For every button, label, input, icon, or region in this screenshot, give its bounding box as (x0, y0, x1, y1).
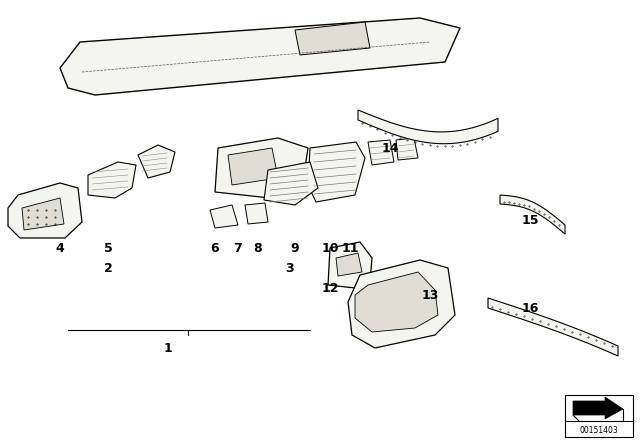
Text: 11: 11 (341, 241, 359, 254)
Polygon shape (336, 253, 362, 276)
Polygon shape (22, 198, 64, 230)
Polygon shape (88, 162, 136, 198)
Polygon shape (573, 397, 623, 419)
Polygon shape (328, 242, 372, 288)
Text: 3: 3 (285, 262, 294, 275)
Polygon shape (500, 195, 565, 234)
Polygon shape (358, 110, 498, 144)
Polygon shape (8, 183, 82, 238)
Polygon shape (396, 138, 418, 160)
Text: 2: 2 (104, 262, 113, 275)
Polygon shape (215, 138, 308, 198)
Text: 5: 5 (104, 241, 113, 254)
Polygon shape (308, 142, 365, 202)
Polygon shape (228, 148, 278, 185)
Text: 4: 4 (56, 241, 65, 254)
Polygon shape (60, 18, 460, 95)
Text: 10: 10 (321, 241, 339, 254)
Polygon shape (295, 22, 370, 55)
Polygon shape (210, 205, 238, 228)
Text: 14: 14 (381, 142, 399, 155)
Text: 00151403: 00151403 (580, 426, 618, 435)
Bar (565, 395, 633, 437)
Text: 12: 12 (321, 281, 339, 294)
Text: 16: 16 (522, 302, 539, 314)
Polygon shape (355, 272, 438, 332)
Polygon shape (264, 162, 318, 205)
Polygon shape (368, 140, 394, 165)
Text: 8: 8 (253, 241, 262, 254)
Polygon shape (245, 203, 268, 224)
Text: 7: 7 (234, 241, 243, 254)
Polygon shape (488, 298, 618, 356)
Text: 15: 15 (521, 214, 539, 227)
Text: 9: 9 (291, 241, 300, 254)
Text: 1: 1 (164, 341, 172, 354)
Polygon shape (348, 260, 455, 348)
Text: 13: 13 (421, 289, 438, 302)
Polygon shape (138, 145, 175, 178)
Text: 6: 6 (211, 241, 220, 254)
